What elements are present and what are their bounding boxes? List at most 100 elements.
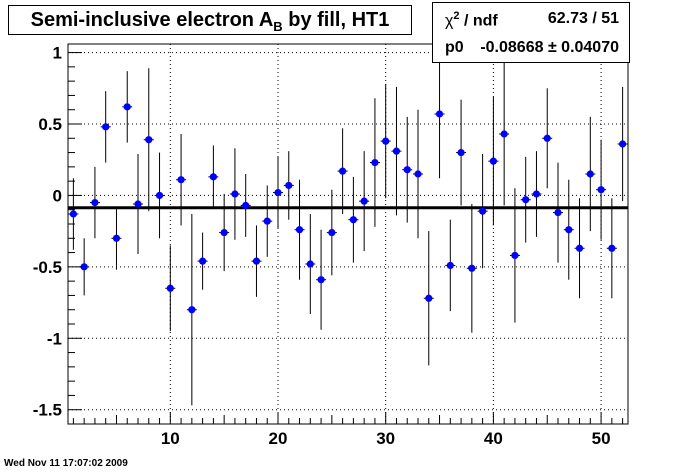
data-point — [337, 128, 348, 214]
point-marker — [457, 148, 465, 157]
data-point — [380, 84, 391, 199]
chi2-label: χ2 / ndf — [445, 10, 498, 30]
data-point — [197, 232, 208, 290]
y-tick-labels: -1.5 -1 -0.5 0 0.5 1 — [33, 44, 62, 420]
data-point — [477, 154, 488, 269]
point-marker — [597, 186, 605, 194]
data-point — [369, 98, 380, 227]
data-point — [154, 152, 165, 239]
x-tick-label: 30 — [376, 429, 395, 448]
data-point — [348, 176, 359, 263]
data-point — [499, 62, 510, 206]
p0-value: -0.08668 ± 0.04070 — [480, 39, 619, 56]
point-marker — [285, 181, 293, 190]
point-marker — [565, 226, 573, 234]
data-point — [251, 225, 262, 297]
point-marker — [543, 134, 551, 142]
point-marker — [360, 197, 368, 205]
x-tick-label: 50 — [592, 429, 611, 448]
data-point — [553, 162, 563, 263]
data-points — [68, 49, 628, 406]
point-marker — [252, 257, 261, 265]
data-point — [68, 178, 79, 250]
data-point — [122, 71, 133, 143]
data-point — [520, 156, 531, 243]
data-point — [100, 91, 111, 163]
point-marker — [349, 216, 357, 224]
point-marker — [69, 210, 77, 218]
data-point — [326, 189, 337, 276]
y-tick-label: 0 — [53, 186, 62, 205]
chi2-symbol: χ — [445, 12, 454, 30]
point-marker — [328, 228, 336, 237]
point-marker — [619, 140, 627, 148]
chart-title: Semi-inclusive electron AB by fill, HT1 — [8, 5, 412, 35]
point-marker — [403, 166, 411, 174]
point-marker — [134, 200, 142, 208]
data-point — [606, 198, 617, 299]
data-point — [617, 86, 628, 202]
point-marker — [220, 228, 228, 237]
y-tick-label: -1.5 — [33, 401, 62, 420]
grid-lines — [68, 44, 628, 424]
p0-label: p0 — [445, 39, 464, 56]
point-marker — [155, 191, 164, 200]
point-marker — [522, 196, 530, 204]
data-point — [434, 49, 445, 179]
point-marker — [209, 173, 217, 181]
data-point — [456, 99, 467, 206]
data-point — [563, 179, 574, 280]
data-point — [79, 238, 90, 296]
fit-stats-box: χ2 / ndf 62.73 / 51 p0 -0.08668 ± 0.0407… — [432, 2, 630, 63]
data-point — [229, 148, 240, 240]
data-point — [445, 219, 456, 312]
data-point — [402, 116, 413, 223]
plot-frame — [67, 43, 629, 425]
point-marker — [177, 176, 185, 184]
data-point — [186, 214, 197, 406]
point-marker — [479, 207, 487, 215]
chi2-superscript: 2 — [453, 10, 460, 22]
data-point — [531, 151, 542, 237]
data-point — [176, 134, 187, 226]
data-point — [305, 214, 316, 314]
point-marker — [489, 157, 497, 165]
data-point — [273, 156, 283, 229]
y-tick-label: -0.5 — [33, 258, 62, 277]
axis-ticks — [68, 52, 624, 425]
data-point — [240, 174, 251, 237]
point-marker — [112, 234, 121, 242]
data-point — [585, 116, 596, 232]
x-tick-label: 20 — [269, 429, 288, 448]
data-point — [574, 198, 585, 299]
point-marker — [468, 264, 476, 272]
point-marker — [414, 170, 422, 178]
timestamp-footer: Wed Nov 11 17:07:02 2009 — [4, 458, 128, 469]
data-point — [111, 206, 122, 270]
point-marker — [263, 217, 271, 225]
point-marker — [532, 190, 541, 198]
point-marker — [554, 208, 562, 217]
x-tick-labels: 10 20 30 40 50 — [161, 429, 611, 448]
p0-row: p0 -0.08668 ± 0.04070 — [433, 35, 629, 59]
point-marker — [274, 188, 282, 197]
x-tick-label: 40 — [484, 429, 503, 448]
point-marker — [242, 201, 250, 210]
point-marker — [231, 190, 239, 198]
data-point — [391, 86, 402, 216]
chi2-label-rest: / ndf — [459, 12, 498, 30]
point-marker — [295, 226, 304, 234]
point-marker — [145, 136, 153, 144]
data-point — [89, 166, 100, 239]
data-point — [283, 151, 294, 220]
point-marker — [392, 147, 401, 155]
point-marker — [608, 244, 616, 252]
x-tick-label: 10 — [161, 429, 180, 448]
point-marker — [306, 260, 314, 268]
point-marker — [382, 137, 390, 145]
point-marker — [123, 103, 131, 111]
point-marker — [199, 257, 207, 265]
data-point — [294, 179, 305, 280]
data-point — [143, 68, 154, 212]
